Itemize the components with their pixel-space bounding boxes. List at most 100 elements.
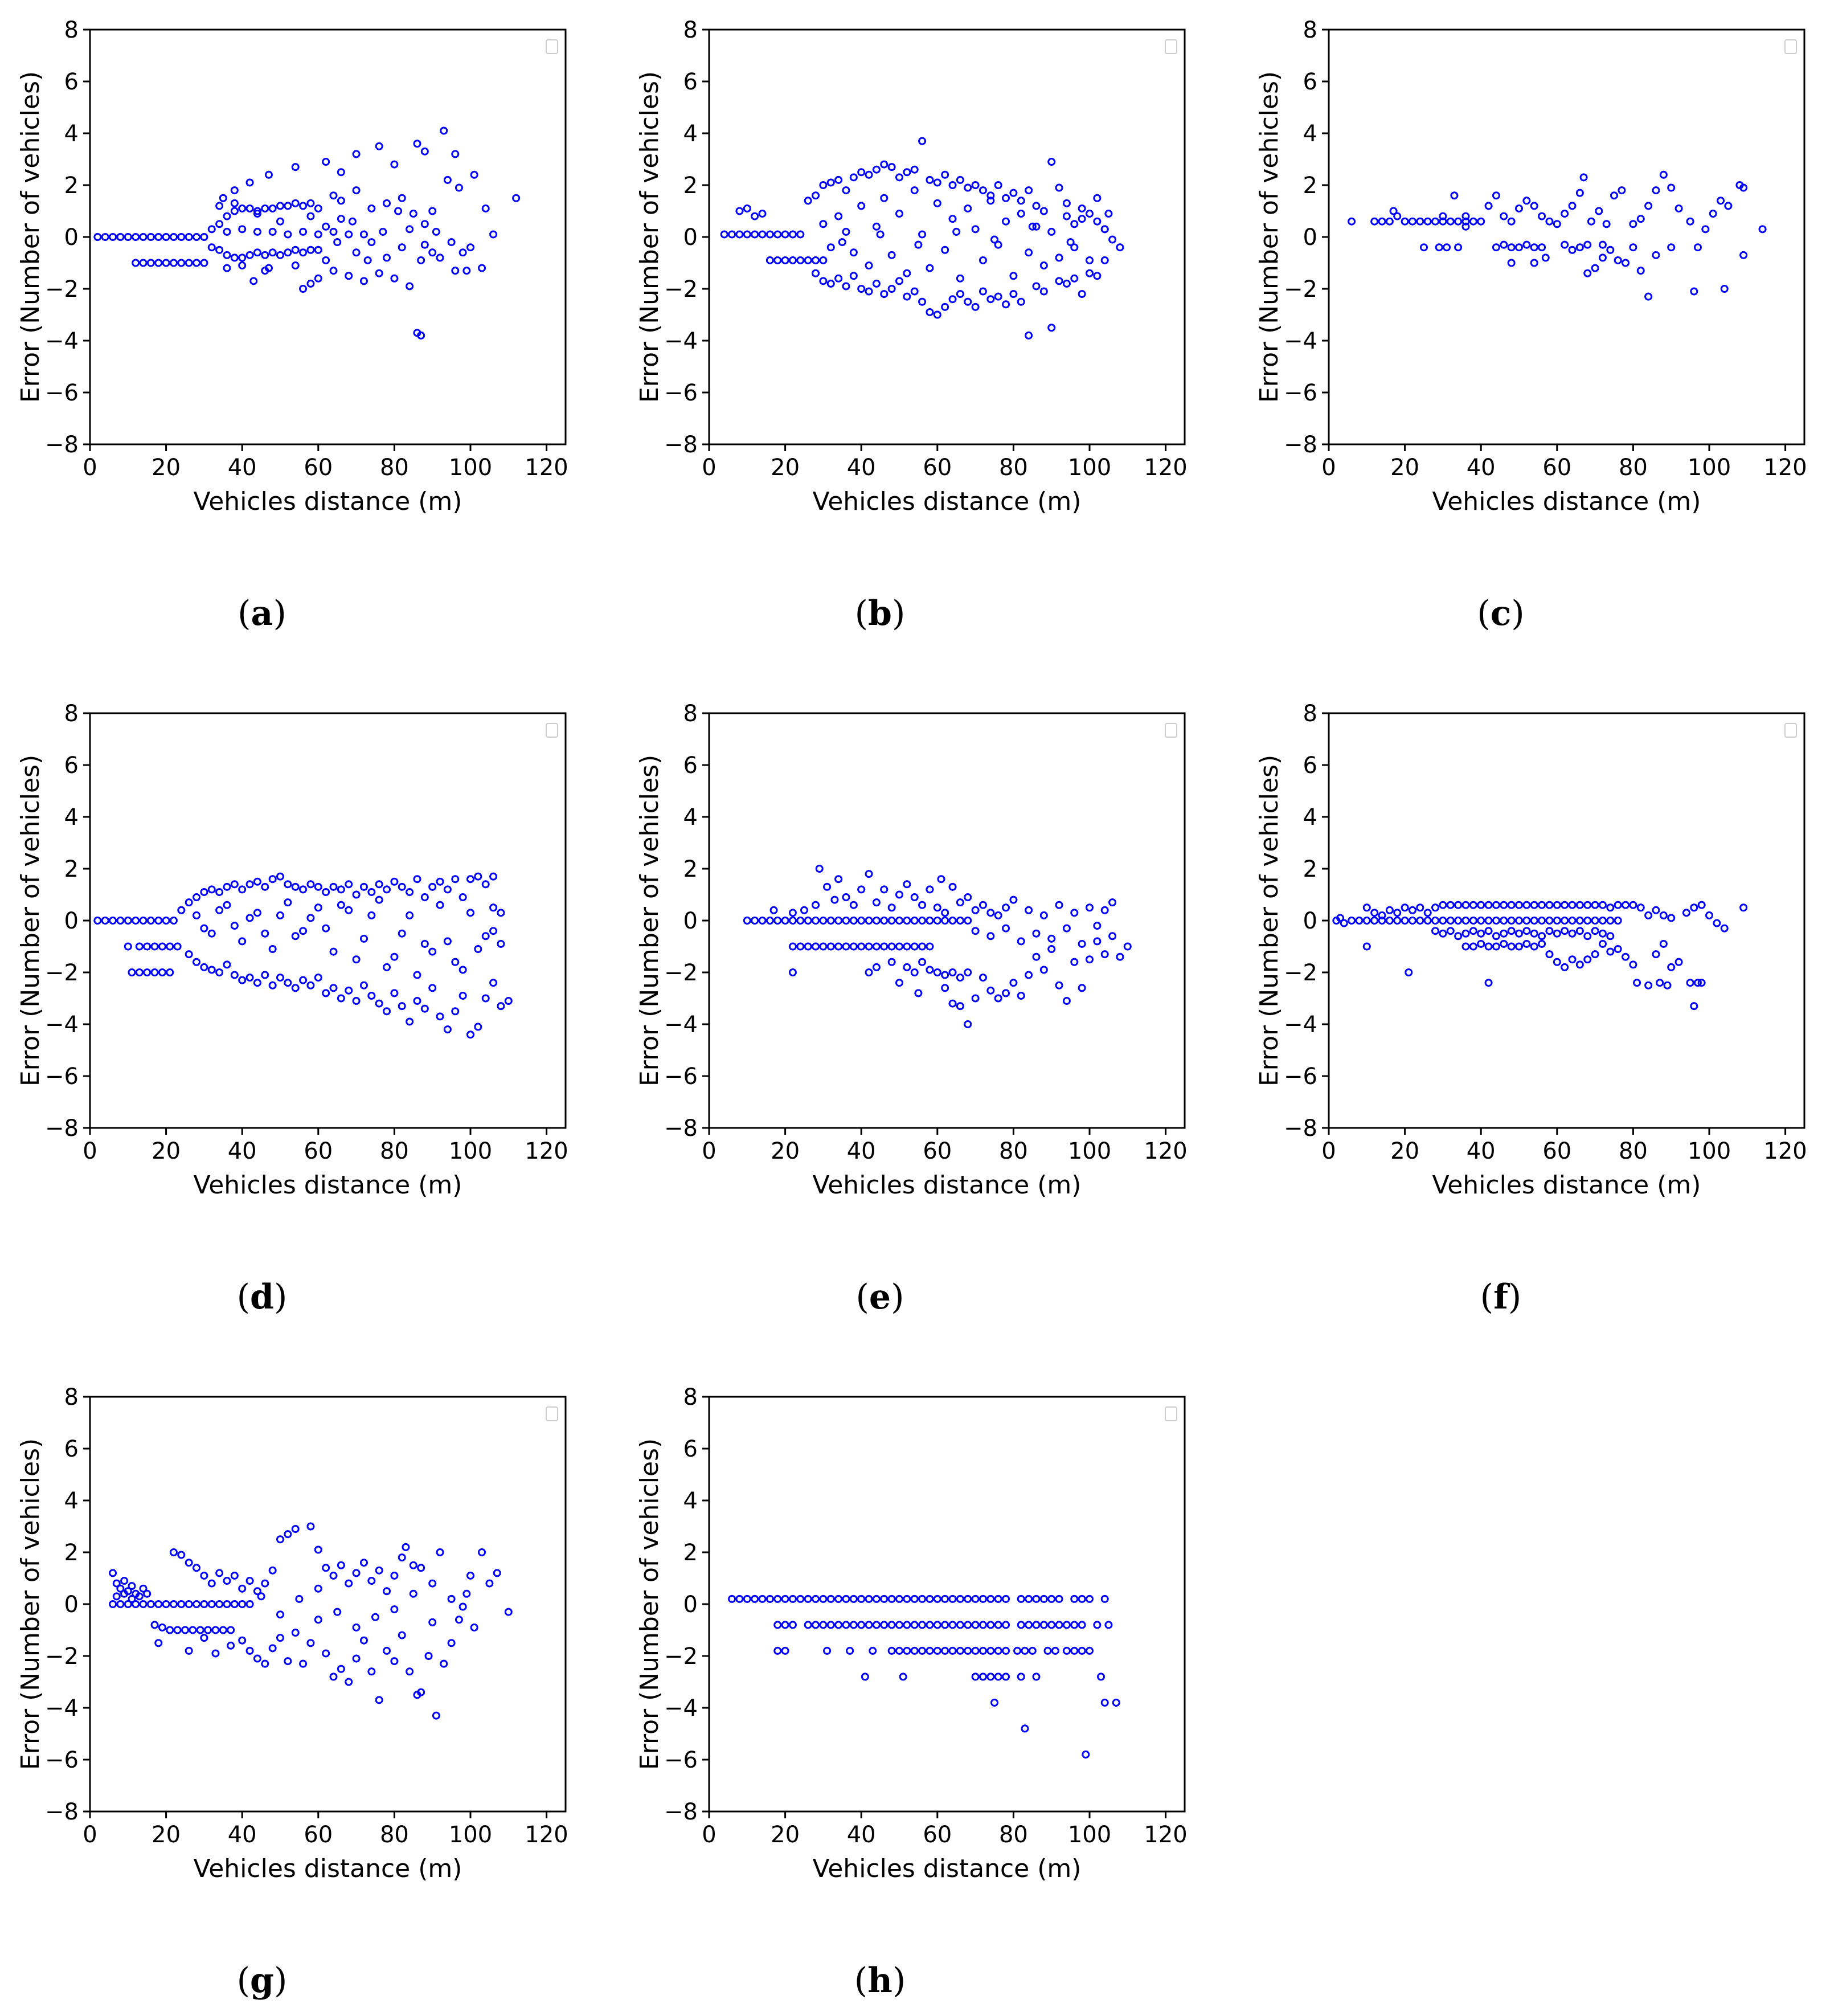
x-axis-label: Vehicles distance (m) — [194, 1854, 462, 1883]
data-point — [1515, 929, 1523, 938]
y-tick-label: 4 — [64, 804, 79, 831]
data-point — [948, 1621, 957, 1629]
data-point — [1032, 929, 1041, 938]
data-point — [1538, 901, 1546, 909]
data-point — [812, 1621, 820, 1629]
data-point — [1454, 243, 1463, 252]
data-point — [207, 1579, 216, 1588]
data-point — [1739, 251, 1748, 259]
data-point — [329, 1571, 338, 1580]
data-point — [895, 942, 903, 951]
data-point — [1591, 901, 1599, 909]
data-point — [849, 272, 858, 280]
data-point — [986, 295, 995, 304]
data-point — [941, 302, 949, 311]
data-point — [834, 175, 843, 184]
y-tick-label: 2 — [683, 1540, 698, 1566]
data-point — [299, 976, 308, 984]
data-point — [383, 1007, 391, 1016]
data-point — [390, 1657, 399, 1666]
data-point — [417, 331, 425, 340]
data-point — [849, 173, 858, 182]
data-point — [1086, 256, 1094, 264]
data-point — [1507, 243, 1516, 252]
data-point — [139, 1584, 148, 1593]
y-tick-label: 6 — [1303, 753, 1317, 779]
data-point — [1469, 927, 1477, 935]
data-point — [948, 1594, 957, 1603]
y-tick-label: 8 — [683, 1384, 698, 1410]
data-point — [215, 906, 224, 914]
data-point — [1618, 186, 1626, 195]
data-point — [1439, 929, 1447, 938]
data-point — [333, 238, 342, 247]
data-point — [443, 885, 452, 894]
y-axis-label: Error (Number of vehicles) — [635, 755, 664, 1086]
data-point — [1606, 246, 1615, 254]
data-point — [1492, 901, 1500, 909]
data-point — [451, 267, 460, 275]
data-point — [322, 158, 330, 166]
data-point — [299, 285, 308, 293]
data-point — [215, 202, 224, 210]
data-point — [994, 1646, 1002, 1655]
data-point — [994, 1672, 1002, 1681]
data-point — [842, 227, 850, 236]
data-point — [173, 942, 182, 951]
data-point — [1446, 917, 1455, 925]
data-point — [971, 225, 980, 234]
data-point — [781, 917, 789, 925]
data-point — [1017, 1672, 1025, 1681]
data-point — [994, 292, 1002, 301]
data-point — [1538, 917, 1546, 925]
data-point — [1446, 901, 1455, 909]
x-tick-label: 40 — [1467, 455, 1496, 481]
data-point — [406, 282, 414, 291]
data-point — [245, 204, 254, 212]
data-point — [1598, 240, 1607, 249]
data-point — [1484, 917, 1493, 925]
data-point — [135, 968, 144, 976]
data-point — [1039, 261, 1048, 270]
data-point — [1614, 256, 1622, 264]
data-point — [1667, 183, 1676, 192]
data-point — [154, 917, 163, 925]
data-point — [1724, 202, 1733, 210]
data-point — [1583, 917, 1592, 925]
data-point — [978, 1646, 987, 1655]
data-point — [1070, 958, 1079, 966]
data-point — [849, 901, 858, 909]
x-tick-label: 100 — [1068, 455, 1111, 481]
data-point — [375, 269, 383, 277]
data-point — [895, 1594, 903, 1603]
data-point — [112, 1592, 121, 1601]
data-point — [314, 246, 322, 254]
data-point — [406, 911, 414, 919]
data-point — [185, 950, 193, 959]
data-point — [447, 238, 456, 247]
data-point — [918, 901, 927, 909]
data-point — [880, 160, 889, 169]
data-point — [1583, 955, 1592, 964]
x-tick-label: 20 — [152, 1822, 181, 1848]
data-point — [1629, 960, 1637, 969]
data-point — [838, 238, 846, 247]
data-point — [865, 1621, 873, 1629]
data-point — [986, 909, 995, 917]
data-point — [489, 230, 498, 239]
data-point — [1070, 1594, 1079, 1603]
data-point — [306, 981, 315, 989]
data-point — [337, 197, 345, 205]
data-point — [978, 256, 987, 264]
data-point — [728, 230, 736, 239]
data-point — [804, 256, 812, 264]
data-point — [466, 875, 474, 884]
data-point — [497, 1002, 505, 1011]
data-point — [306, 279, 315, 288]
x-tick-label: 80 — [1619, 1138, 1648, 1164]
data-point — [1039, 1621, 1048, 1629]
data-point — [158, 942, 166, 951]
data-point — [1591, 927, 1599, 935]
y-tick-label: 8 — [683, 701, 698, 727]
data-point — [215, 1569, 224, 1577]
